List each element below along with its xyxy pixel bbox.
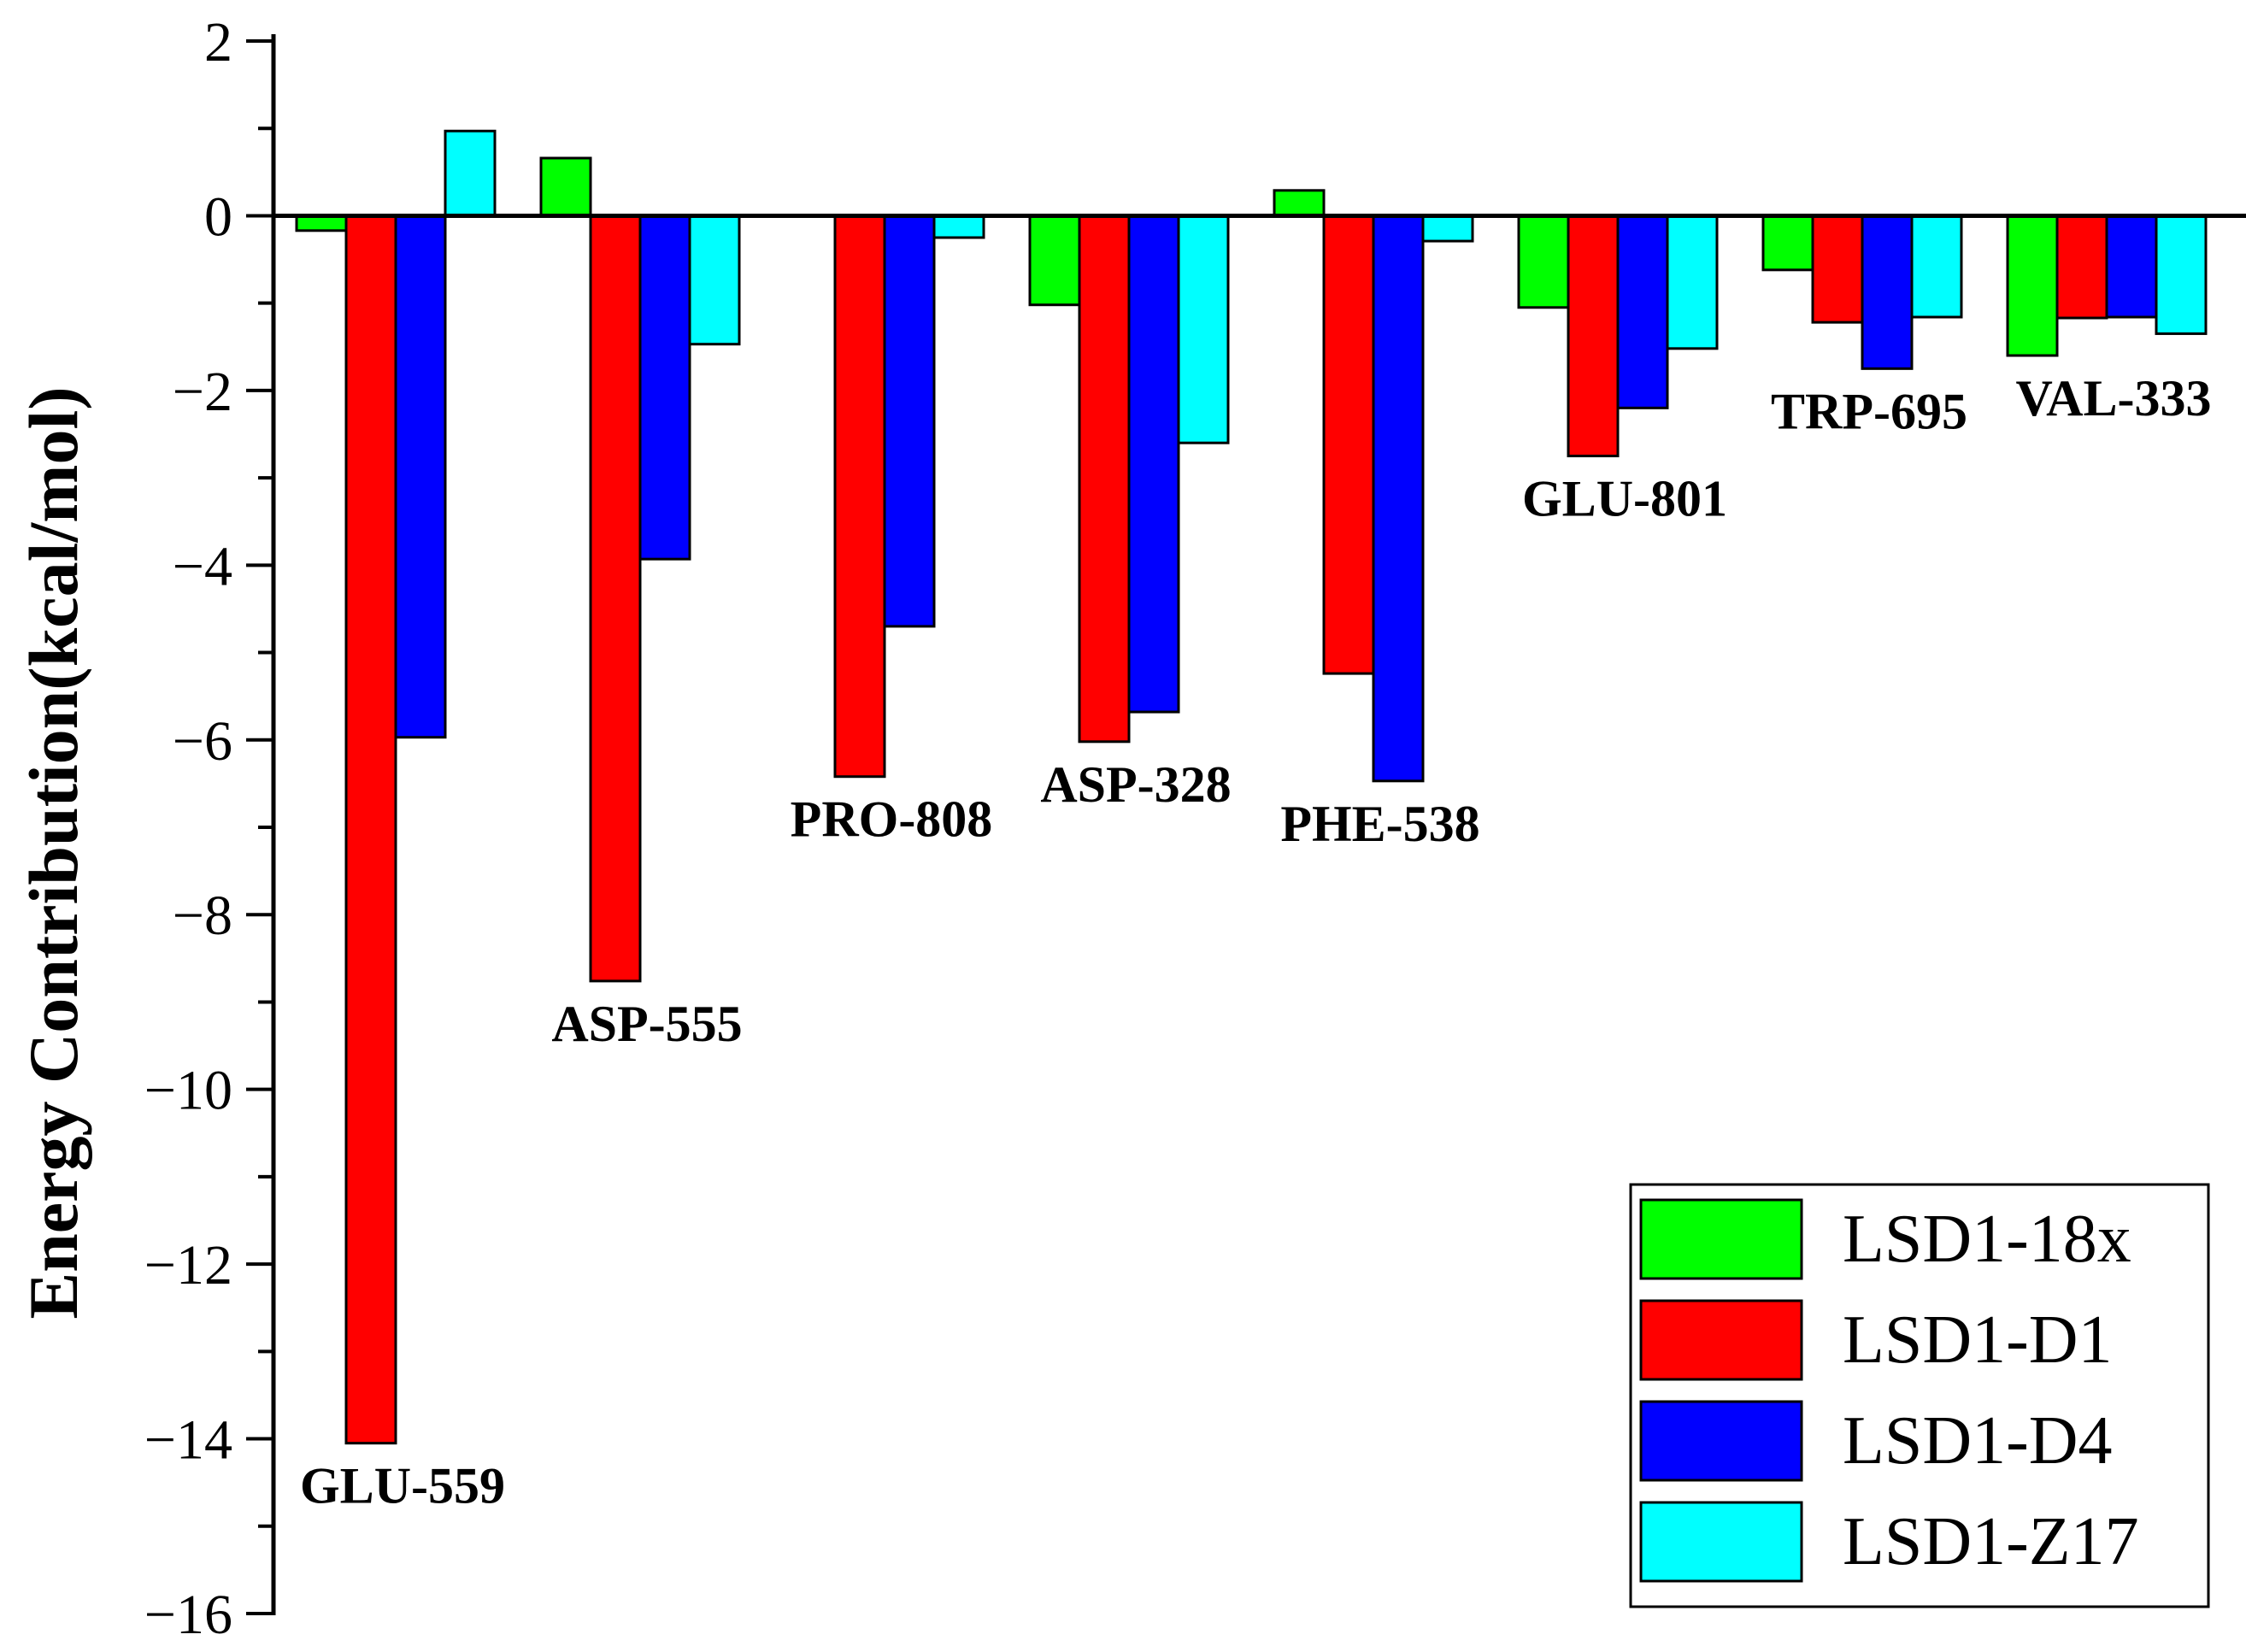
bar-glu-559-lsd1-d4 xyxy=(394,214,447,739)
category-label-phe-538: PHE-538 xyxy=(1280,796,1479,852)
bar-phe-538-lsd1-d4 xyxy=(1372,214,1425,783)
category-labels: GLU-559 ASP-555 PRO-808 ASP-328 PHE-538 GLU-8… xyxy=(300,370,2211,1514)
category-label-glu-559: GLU-559 xyxy=(300,1458,505,1514)
bar-asp-555-lsd1-d1 xyxy=(589,214,642,983)
bar-glu-801-lsd1-18x xyxy=(1517,214,1570,309)
y-tick-label: −16 xyxy=(144,1584,232,1646)
axis-layer: 2 0 −2 −4 −6 −8 −10 −12 −14 −16 xyxy=(144,11,2246,1646)
y-tick-label: −2 xyxy=(173,361,232,423)
bar-phe-538-lsd1-d1 xyxy=(1322,214,1375,675)
bar-trp-695-lsd1-d1 xyxy=(1811,214,1864,324)
y-tick-label: 2 xyxy=(204,11,232,73)
y-tick-label: −12 xyxy=(144,1234,232,1296)
bar-asp-328-lsd1-z17 xyxy=(1177,214,1230,444)
bar-asp-555-lsd1-d4 xyxy=(638,214,691,561)
bar-phe-538-lsd1-z17 xyxy=(1421,214,1474,243)
bar-pro-808-lsd1-d1 xyxy=(833,214,886,779)
category-label-val-333: VAL-333 xyxy=(2016,370,2212,426)
legend-swatch-lsd1-18x xyxy=(1639,1198,1803,1280)
bar-pro-808-lsd1-z17 xyxy=(932,214,985,239)
bar-glu-801-lsd1-d4 xyxy=(1616,214,1669,409)
bar-asp-328-lsd1-18x xyxy=(1028,214,1081,307)
bar-glu-559-lsd1-z17 xyxy=(444,129,497,217)
bars-layer xyxy=(295,129,2208,1445)
bar-trp-695-lsd1-d4 xyxy=(1861,214,1914,370)
bar-glu-559-lsd1-d1 xyxy=(344,214,397,1445)
legend-label-lsd1-d1: LSD1-D1 xyxy=(1843,1302,2113,1378)
legend-swatch-lsd1-z17 xyxy=(1639,1501,1803,1583)
legend-swatch-lsd1-d4 xyxy=(1639,1400,1803,1482)
bar-glu-801-lsd1-d1 xyxy=(1567,214,1620,458)
y-tick-label: 0 xyxy=(204,185,232,248)
bar-val-333-lsd1-18x xyxy=(2006,214,2059,357)
y-tick-label: −4 xyxy=(173,535,232,597)
bar-pro-808-lsd1-d4 xyxy=(883,214,936,628)
y-tick-label: −8 xyxy=(173,885,232,947)
legend: LSD1-18x LSD1-D1 LSD1-D4 LSD1-Z17 xyxy=(1629,1183,2210,1608)
legend-label-lsd1-18x: LSD1-18x xyxy=(1843,1202,2131,1277)
y-tick-label: −6 xyxy=(173,710,232,773)
category-label-asp-555: ASP-555 xyxy=(551,996,742,1052)
bar-asp-328-lsd1-d4 xyxy=(1127,214,1180,714)
bar-asp-328-lsd1-d1 xyxy=(1078,214,1131,744)
bar-trp-695-lsd1-18x xyxy=(1761,214,1814,272)
bar-val-333-lsd1-z17 xyxy=(2155,214,2208,335)
bar-phe-538-lsd1-18x xyxy=(1273,189,1326,217)
bar-glu-801-lsd1-z17 xyxy=(1666,214,1719,350)
y-axis-label: Energy Contribution(kcal/mol) xyxy=(15,386,92,1319)
bar-glu-559-lsd1-18x xyxy=(295,214,348,232)
category-label-trp-695: TRP-695 xyxy=(1771,383,1967,439)
category-label-asp-328: ASP-328 xyxy=(1040,756,1231,813)
bar-val-333-lsd1-d1 xyxy=(2055,214,2108,320)
bar-val-333-lsd1-d4 xyxy=(2105,214,2158,319)
bar-trp-695-lsd1-z17 xyxy=(1910,214,1963,319)
legend-label-lsd1-d4: LSD1-D4 xyxy=(1843,1403,2113,1479)
bar-asp-555-lsd1-z17 xyxy=(688,214,741,346)
category-label-pro-808: PRO-808 xyxy=(791,791,993,848)
y-tick-label: −10 xyxy=(144,1060,232,1122)
category-label-glu-801: GLU-801 xyxy=(1522,471,1727,527)
bar-asp-555-lsd1-18x xyxy=(539,156,592,217)
legend-swatch-lsd1-d1 xyxy=(1639,1299,1803,1381)
y-tick-label: −14 xyxy=(144,1409,232,1472)
legend-label-lsd1-z17: LSD1-Z17 xyxy=(1843,1504,2139,1579)
